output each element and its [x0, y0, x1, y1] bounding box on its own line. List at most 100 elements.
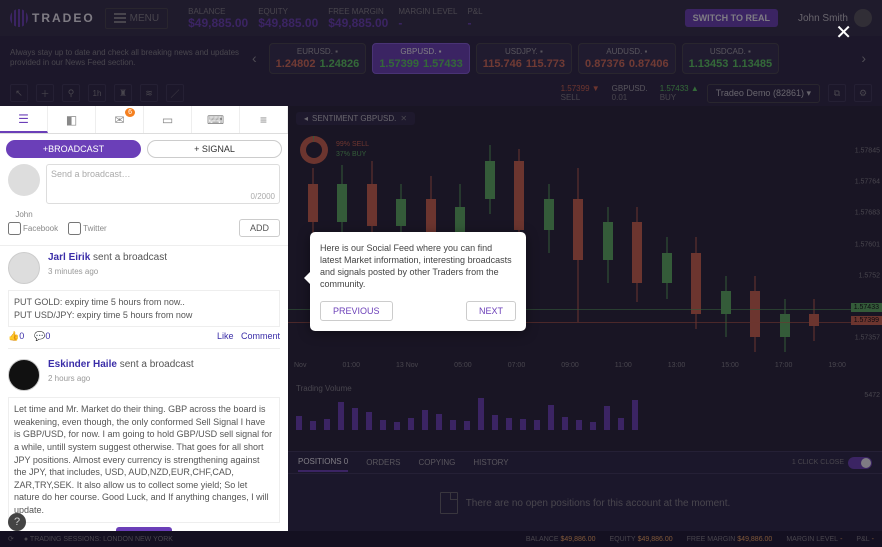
feed-post: Jarl Eirik sent a broadcast3 minutes ago…: [8, 252, 280, 349]
brand-name: TRADEO: [32, 11, 95, 25]
y-tick: 1.57764: [855, 179, 880, 186]
mini-quote[interactable]: 1.57433 ▲BUY: [660, 85, 699, 102]
volume-bar: [436, 414, 442, 430]
feed-post: Eskinder Haile sent a broadcast 2 hours a…: [8, 359, 280, 531]
compose-input[interactable]: Send a broadcast… 0/2000: [46, 164, 280, 204]
compose-username: John: [8, 210, 40, 219]
app-header: TRADEO MENU BALANCE$49,885.00 EQUITY$49,8…: [0, 0, 882, 36]
y-tick: 1.57357: [855, 335, 880, 342]
share-facebook-checkbox[interactable]: Facebook: [8, 222, 58, 235]
settings-icon[interactable]: ⚙: [854, 84, 872, 102]
post-author[interactable]: Jarl Eirik sent a broadcast: [48, 252, 167, 263]
ticker-card[interactable]: GBPUSD. ▪1.573991.57433: [372, 43, 470, 74]
positions-panel: POSITIONS 0 ORDERS COPYING HISTORY 1 CLICK …: [288, 451, 882, 531]
crosshair-tool-icon[interactable]: ＋: [36, 84, 54, 102]
account-selector[interactable]: Tradeo Demo (82861) ▾: [707, 84, 820, 103]
footer-stat: P&L -: [856, 536, 874, 543]
trading-sessions-label: ● TRADING SESSIONS: LONDON NEW YORK: [24, 536, 173, 543]
zoom-tool-icon[interactable]: ⚲: [62, 84, 80, 102]
volume-bar: [534, 420, 540, 430]
tab-images[interactable]: ▭: [144, 106, 192, 133]
x-label: Nov: [294, 362, 306, 369]
one-click-close-toggle[interactable]: [848, 457, 872, 469]
mini-quote[interactable]: 1.57399 ▼SELL: [561, 85, 600, 102]
news-hint: Always stay up to date and check all bre…: [10, 48, 240, 69]
volume-bar: [352, 408, 358, 430]
ticker-card[interactable]: USDCAD. ▪1.134531.13485: [682, 43, 780, 74]
chart-toolbar: ↖ ＋ ⚲ 1h ♜ ≋ ／ 1.57399 ▼SELL GBPUSD. 0.01…: [0, 80, 882, 106]
side-tabs: ☰ ◧ ✉6 ▭ ⌨ ≡: [0, 106, 288, 134]
timeframe-1h-icon[interactable]: 1h: [88, 84, 106, 102]
volume-bar: [520, 419, 526, 430]
tab-wall[interactable]: ◧: [48, 106, 96, 133]
indicators-icon[interactable]: ≋: [140, 84, 158, 102]
header-stat: BALANCE$49,885.00: [188, 7, 248, 30]
broadcast-pill[interactable]: +BROADCAST: [6, 140, 141, 158]
tab-more[interactable]: ≡: [240, 106, 288, 133]
post-avatar: [8, 359, 40, 391]
signal-pill[interactable]: + SIGNAL: [147, 140, 282, 158]
help-button[interactable]: ?: [8, 513, 26, 531]
drawings-icon[interactable]: ／: [166, 84, 184, 102]
tab-people[interactable]: ⌨: [192, 106, 240, 133]
like-link[interactable]: Like: [217, 331, 234, 341]
x-label: 15:00: [721, 362, 739, 369]
comment-count[interactable]: 💬0: [34, 331, 50, 342]
menu-button[interactable]: MENU: [105, 8, 168, 29]
footer-stat: MARGIN LEVEL -: [786, 536, 842, 543]
comment-link[interactable]: Comment: [241, 331, 280, 341]
logo: TRADEO: [10, 9, 95, 27]
share-twitter-checkbox[interactable]: Twitter: [68, 222, 107, 235]
post-time: 2 hours ago: [48, 374, 194, 383]
volume-bar: [380, 420, 386, 430]
positions-tab[interactable]: HISTORY: [473, 454, 508, 471]
switch-to-real-button[interactable]: SWITCH TO REAL: [685, 9, 778, 27]
one-click-close-label: 1 CLICK CLOSE: [792, 459, 844, 466]
tour-popover: Here is our Social Feed where you can fi…: [310, 232, 526, 331]
header-stat: EQUITY$49,885.00: [258, 7, 318, 30]
menu-label: MENU: [130, 13, 159, 24]
volume-bar: [366, 412, 372, 430]
volume-bar: [324, 419, 330, 430]
cursor-tool-icon[interactable]: ↖: [10, 84, 28, 102]
ticker-card[interactable]: EURUSD. ▪1.248021.24826: [269, 43, 367, 74]
volume-bar: [338, 402, 344, 430]
layout-icon[interactable]: ⧉: [828, 84, 846, 102]
char-counter: 0/2000: [251, 192, 275, 201]
candlestick-icon[interactable]: ♜: [114, 84, 132, 102]
tour-next-button[interactable]: NEXT: [466, 301, 516, 321]
tab-messages[interactable]: ✉6: [96, 106, 144, 133]
footer-stat: FREE MARGIN $49,886.00: [687, 536, 773, 543]
messages-badge: 6: [125, 108, 135, 117]
add-button[interactable]: ADD: [239, 219, 280, 237]
header-stat: MARGIN LEVEL-: [398, 7, 457, 30]
post-body: Let time and Mr. Market do their thing. …: [8, 397, 280, 522]
positions-tab[interactable]: COPYING: [418, 454, 455, 471]
like-count[interactable]: 👍0: [8, 331, 24, 342]
x-label: 13:00: [668, 362, 686, 369]
tour-previous-button[interactable]: PREVIOUS: [320, 301, 393, 321]
footer-stat: BALANCE $49,886.00: [526, 536, 596, 543]
post-author[interactable]: Eskinder Haile sent a broadcast: [48, 359, 194, 370]
mini-quote[interactable]: GBPUSD. 0.01: [612, 85, 648, 102]
y-tick: 1.57601: [855, 241, 880, 248]
social-feed-panel: ☰ ◧ ✉6 ▭ ⌨ ≡ +BROADCAST + SIGNAL Send a …: [0, 106, 288, 531]
volume-bar: [450, 420, 456, 430]
ticker-next[interactable]: ›: [855, 50, 872, 66]
sentiment-tab[interactable]: ◂ SENTIMENT GBPUSD. ✕: [296, 112, 415, 125]
x-label: 11:00: [615, 362, 632, 369]
positions-tab[interactable]: POSITIONS 0: [298, 453, 348, 472]
positions-tab[interactable]: ORDERS: [366, 454, 400, 471]
volume-bar: [464, 421, 470, 430]
close-icon[interactable]: ✕: [835, 20, 852, 45]
ticker-prev[interactable]: ‹: [246, 50, 263, 66]
ticker-card[interactable]: USDJPY. ▪115.746115.773: [476, 43, 572, 74]
tab-feed[interactable]: ☰: [0, 106, 48, 133]
logo-icon: [10, 9, 28, 27]
volume-bar: [548, 405, 554, 430]
header-stat: FREE MARGIN$49,885.00: [328, 7, 388, 30]
more-button[interactable]: more: [116, 527, 173, 531]
close-tab-icon[interactable]: ✕: [400, 114, 407, 123]
ticker-card[interactable]: AUDUSD. ▪0.873760.87406: [578, 43, 676, 74]
x-label: 07:00: [508, 362, 526, 369]
